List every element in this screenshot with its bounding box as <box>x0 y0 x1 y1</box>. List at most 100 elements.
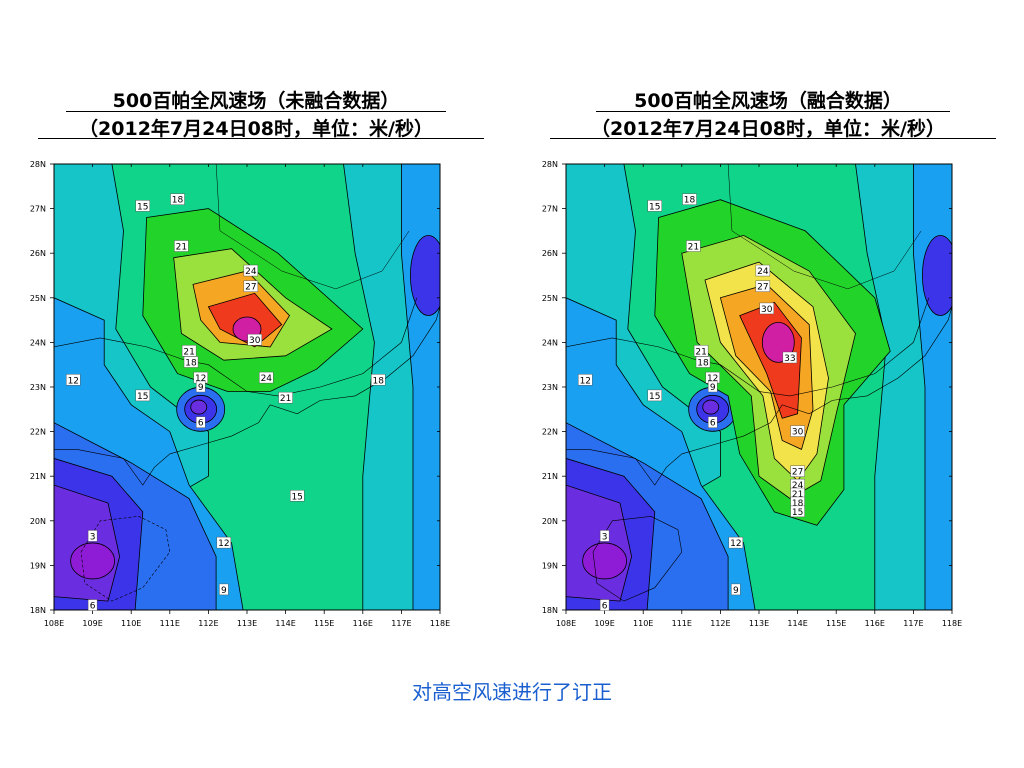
lon-tick-label: 112E <box>198 619 218 628</box>
contour-label: 24 <box>245 267 257 277</box>
contour-label: 18 <box>373 376 385 386</box>
contour-label-box <box>66 374 81 386</box>
contour-label: 9 <box>733 586 739 596</box>
title-underline <box>38 138 484 139</box>
lon-tick-label: 117E <box>903 619 923 628</box>
contour-label-box <box>243 264 259 277</box>
panel-title-line1: 500百帕全风速场（融合数据） <box>634 90 902 112</box>
lat-tick-label: 28N <box>542 160 558 169</box>
coastline <box>54 306 440 486</box>
lon-tick-label: 113E <box>749 619 769 628</box>
lat-tick-label: 21N <box>30 472 46 481</box>
lat-tick-label: 23N <box>542 383 558 392</box>
contour-label-box <box>243 280 259 292</box>
lon-tick-label: 111E <box>672 619 692 628</box>
hainan-outline <box>592 516 683 602</box>
map-svg: 108E 109E 110E 111E 112E 113E 114E 115E 116E 117E… <box>542 160 962 628</box>
panel-title-line1: 500百帕全风速场（未融合数据） <box>112 90 400 112</box>
title-underline <box>66 111 446 112</box>
lon-tick-label: 109E <box>594 619 614 628</box>
contour-label: 24 <box>757 267 769 277</box>
contour-label: 21 <box>695 347 706 357</box>
contour-label-box <box>682 193 697 205</box>
contour-label: 9 <box>710 383 716 393</box>
lon-tick-label: 111E <box>160 619 180 628</box>
contour-label: 12 <box>580 376 591 386</box>
contour-label-box <box>599 599 610 611</box>
panel-title-line2: （2012年7月24日08时，单位：米/秒） <box>79 118 433 140</box>
lat-tick-label: 27N <box>542 205 558 214</box>
contour-label-box <box>599 530 610 542</box>
panel-unfused: 500百帕全风速场（未融合数据） （2012年7月24日08时，单位：米/秒） … <box>0 0 512 640</box>
contour-label-box <box>216 536 232 549</box>
contour-label: 27 <box>792 468 803 478</box>
coastline <box>566 306 952 486</box>
contour-label: 30 <box>249 336 261 346</box>
contour-label-box <box>790 505 805 518</box>
contour-label: 12 <box>68 376 79 386</box>
lon-tick-label: 113E <box>237 619 257 628</box>
lat-tick-label: 21N <box>542 472 558 481</box>
lat-tick-label: 26N <box>30 249 46 258</box>
caption: 对高空风速进行了订正 <box>412 680 612 704</box>
lon-tick-label: 115E <box>826 619 846 628</box>
field-6-east <box>410 235 440 316</box>
field-0-core <box>582 542 627 580</box>
contour-label-box <box>135 200 150 212</box>
contour-label: 6 <box>90 602 96 612</box>
contour-label: 18 <box>792 499 804 509</box>
map-layers: 108E 109E 110E 111E 112E 113E 114E 115E 116E 117E… <box>542 160 962 628</box>
contour-label: 21 <box>183 347 194 357</box>
contour-label-box <box>782 351 798 364</box>
contour-fills <box>566 164 952 610</box>
contour-label-box <box>707 416 718 428</box>
field-0-core <box>70 542 115 580</box>
lat-tick-label: 20N <box>542 517 558 526</box>
lat-tick-label: 18N <box>542 606 558 615</box>
contour-label-box <box>135 389 150 402</box>
lat-tick-label: 26N <box>542 249 558 258</box>
contour-label: 24 <box>792 481 804 491</box>
lat-tick-label: 28N <box>30 160 46 169</box>
lat-tick-label: 23N <box>30 383 46 392</box>
lon-tick-label: 114E <box>275 619 295 628</box>
contour-label-box <box>87 599 98 611</box>
contour-label: 30 <box>792 428 804 438</box>
contour-label-box <box>790 425 805 437</box>
contour-label-box <box>759 302 774 315</box>
lat-tick-label: 19N <box>30 561 46 570</box>
lon-tick-label: 116E <box>865 619 885 628</box>
field-low-3 <box>702 399 720 415</box>
contour-label: 3 <box>90 532 96 542</box>
contour-label-box <box>790 465 805 477</box>
lon-tick-label: 114E <box>787 619 807 628</box>
contour-label-box <box>278 391 293 404</box>
title-underline <box>550 138 996 139</box>
panel-title-line2: （2012年7月24日08时，单位：米/秒） <box>591 118 945 140</box>
contour-label: 6 <box>602 602 608 612</box>
lon-tick-label: 118E <box>942 619 962 628</box>
contour-label-box <box>686 240 701 252</box>
map-layers: 108E 109E 110E 111E 112E 113E 114E 115E 116E 117E… <box>30 160 450 628</box>
contour-label: 21 <box>176 243 187 253</box>
contour-label: 3 <box>602 532 608 542</box>
contour-label-box <box>174 240 189 252</box>
lon-tick-label: 108E <box>556 619 576 628</box>
contour-label-box <box>755 280 771 292</box>
contour-label-box <box>647 200 662 212</box>
lat-tick-label: 22N <box>30 428 46 437</box>
field-low-3 <box>190 399 208 415</box>
contour-label-box <box>195 380 206 393</box>
lon-tick-label: 112E <box>710 619 730 628</box>
lat-tick-label: 20N <box>30 517 46 526</box>
contour-label: 33 <box>784 354 795 364</box>
contour-label: 30 <box>761 305 773 315</box>
contour-label-box <box>289 490 305 502</box>
province-border <box>727 164 922 290</box>
contour-label-box <box>731 583 741 596</box>
contour-fills <box>54 164 440 610</box>
lon-tick-label: 110E <box>633 619 653 628</box>
contour-label-box <box>219 583 229 596</box>
contour-label-box <box>183 356 199 368</box>
contour-label-box <box>195 416 206 428</box>
